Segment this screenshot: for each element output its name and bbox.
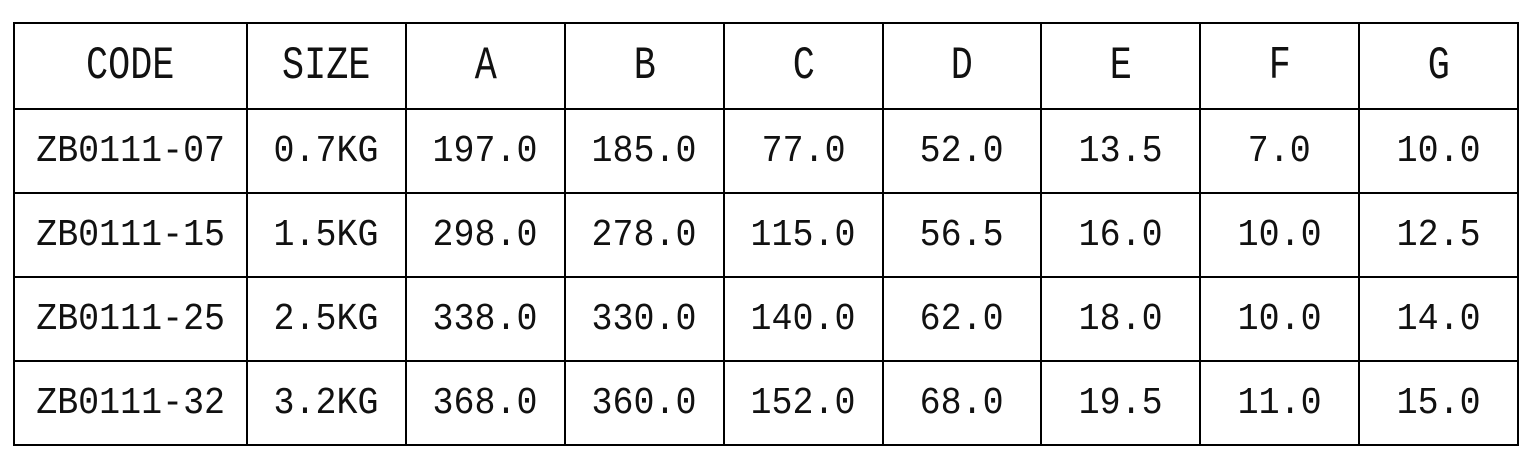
cell-text: 52.0 bbox=[920, 129, 1004, 173]
cell-text: B bbox=[633, 40, 656, 92]
table-cell: ZB0111-15 bbox=[13, 192, 248, 278]
table-cell: 16.0 bbox=[1040, 192, 1201, 278]
table-cell: 52.0 bbox=[882, 108, 1042, 194]
table-cell: 14.0 bbox=[1358, 276, 1519, 362]
cell-text: 68.0 bbox=[920, 381, 1004, 425]
table-row: ZB0111-32 3.2KG 368.0 360.0 152.0 68.0 19.5 11.… bbox=[13, 360, 1519, 446]
table-cell: 19.5 bbox=[1040, 360, 1201, 446]
table-cell: 152.0 bbox=[723, 360, 884, 446]
cell-text: 19.5 bbox=[1078, 381, 1163, 425]
header-cell: CODE bbox=[13, 22, 248, 110]
cell-text: ZB0111-25 bbox=[36, 297, 225, 341]
table-cell: 368.0 bbox=[405, 360, 566, 446]
table-cell: 10.0 bbox=[1199, 276, 1360, 362]
cell-text: 368.0 bbox=[433, 381, 538, 425]
table-cell: 298.0 bbox=[405, 192, 566, 278]
table-cell: ZB0111-32 bbox=[13, 360, 248, 446]
table-cell: 1.5KG bbox=[246, 192, 407, 278]
table-cell: 68.0 bbox=[882, 360, 1042, 446]
header-cell: G bbox=[1358, 22, 1519, 110]
table-cell: 10.0 bbox=[1358, 108, 1519, 194]
table-cell: 278.0 bbox=[564, 192, 725, 278]
cell-text: 77.0 bbox=[761, 129, 846, 173]
table-row: ZB0111-07 0.7KG 197.0 185.0 77.0 52.0 13.5 7.0 1… bbox=[13, 108, 1519, 194]
table-cell: 18.0 bbox=[1040, 276, 1201, 362]
cell-text: D bbox=[950, 40, 974, 92]
cell-text: F bbox=[1268, 40, 1291, 92]
header-cell: C bbox=[723, 22, 884, 110]
header-cell: SIZE bbox=[246, 22, 407, 110]
table-cell: 13.5 bbox=[1040, 108, 1201, 194]
table-cell: 7.0 bbox=[1199, 108, 1360, 194]
cell-text: A bbox=[474, 40, 497, 92]
cell-text: 360.0 bbox=[592, 381, 697, 425]
header-cell: E bbox=[1040, 22, 1201, 110]
table-cell: 2.5KG bbox=[246, 276, 407, 362]
cell-text: 56.5 bbox=[920, 213, 1004, 257]
cell-text: 338.0 bbox=[433, 297, 538, 341]
table-cell: 140.0 bbox=[723, 276, 884, 362]
cell-text: E bbox=[1109, 40, 1132, 92]
spec-table: CODE SIZE A B C D E F G ZB0111-07 0.7KG 197.0 185.0… bbox=[13, 22, 1519, 446]
table-cell: 3.2KG bbox=[246, 360, 407, 446]
cell-text: 14.0 bbox=[1396, 297, 1481, 341]
header-cell: A bbox=[405, 22, 566, 110]
table-cell: 62.0 bbox=[882, 276, 1042, 362]
table-cell: 360.0 bbox=[564, 360, 725, 446]
cell-text: 13.5 bbox=[1078, 129, 1163, 173]
cell-text: 185.0 bbox=[592, 129, 697, 173]
cell-text: G bbox=[1427, 40, 1450, 92]
cell-text: 62.0 bbox=[920, 297, 1004, 341]
table-cell: 56.5 bbox=[882, 192, 1042, 278]
table-cell: 77.0 bbox=[723, 108, 884, 194]
cell-text: 330.0 bbox=[592, 297, 697, 341]
table-cell: ZB0111-25 bbox=[13, 276, 248, 362]
table-header: CODE SIZE A B C D E F G bbox=[13, 22, 1519, 110]
cell-text: 0.7KG bbox=[274, 129, 379, 173]
cell-text: 152.0 bbox=[751, 381, 856, 425]
cell-text: 298.0 bbox=[433, 213, 538, 257]
cell-text: ZB0111-07 bbox=[36, 129, 225, 173]
cell-text: 12.5 bbox=[1396, 213, 1481, 257]
cell-text: ZB0111-32 bbox=[36, 381, 225, 425]
cell-text: 18.0 bbox=[1078, 297, 1163, 341]
table-cell: 15.0 bbox=[1358, 360, 1519, 446]
table-row: ZB0111-25 2.5KG 338.0 330.0 140.0 62.0 18.0 10.… bbox=[13, 276, 1519, 362]
table-cell: 197.0 bbox=[405, 108, 566, 194]
table-cell: 10.0 bbox=[1199, 192, 1360, 278]
table-body: ZB0111-07 0.7KG 197.0 185.0 77.0 52.0 13.5 7.0 1… bbox=[13, 108, 1519, 446]
cell-text: 140.0 bbox=[751, 297, 856, 341]
cell-text: C bbox=[792, 40, 815, 92]
cell-text: 10.0 bbox=[1237, 297, 1322, 341]
header-row: CODE SIZE A B C D E F G bbox=[13, 22, 1519, 110]
table-row: ZB0111-15 1.5KG 298.0 278.0 115.0 56.5 16.0 10.… bbox=[13, 192, 1519, 278]
cell-text: 197.0 bbox=[433, 129, 538, 173]
table-cell: 12.5 bbox=[1358, 192, 1519, 278]
table-cell: 338.0 bbox=[405, 276, 566, 362]
cell-text: 7.0 bbox=[1248, 129, 1311, 173]
cell-text: 16.0 bbox=[1078, 213, 1163, 257]
cell-text: 10.0 bbox=[1396, 129, 1481, 173]
table-cell: 0.7KG bbox=[246, 108, 407, 194]
cell-text: 278.0 bbox=[592, 213, 697, 257]
header-cell: D bbox=[882, 22, 1042, 110]
table-cell: 330.0 bbox=[564, 276, 725, 362]
cell-text: ZB0111-15 bbox=[36, 213, 225, 257]
header-cell: B bbox=[564, 22, 725, 110]
table-cell: 185.0 bbox=[564, 108, 725, 194]
cell-text: 3.2KG bbox=[274, 381, 379, 425]
cell-text: 11.0 bbox=[1237, 381, 1322, 425]
cell-text: 10.0 bbox=[1237, 213, 1322, 257]
cell-text: 2.5KG bbox=[274, 297, 379, 341]
cell-text: CODE bbox=[86, 40, 175, 92]
header-cell: F bbox=[1199, 22, 1360, 110]
cell-text: SIZE bbox=[282, 40, 371, 92]
table-cell: 115.0 bbox=[723, 192, 884, 278]
cell-text: 1.5KG bbox=[274, 213, 379, 257]
cell-text: 115.0 bbox=[751, 213, 856, 257]
table-cell: ZB0111-07 bbox=[13, 108, 248, 194]
table-cell: 11.0 bbox=[1199, 360, 1360, 446]
cell-text: 15.0 bbox=[1396, 381, 1481, 425]
